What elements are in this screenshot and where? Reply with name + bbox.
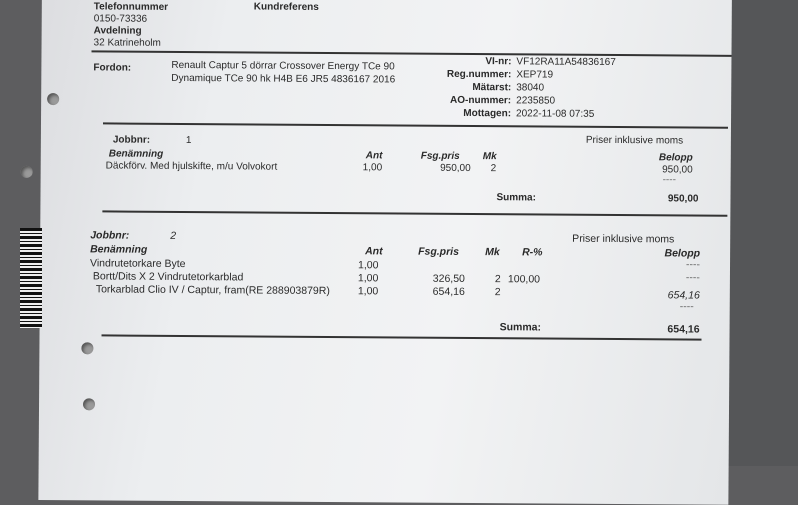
phone-value: 0150-73336: [94, 13, 147, 24]
background-fabric: [728, 0, 798, 466]
punch-hole: [83, 398, 95, 410]
vehicle-line1: Renault Captur 5 dörrar Crossover Energy…: [171, 60, 394, 73]
job1-number: 1: [186, 135, 192, 146]
job1-sum-label: Summa:: [496, 192, 536, 203]
col-discount: R-%: [522, 246, 543, 258]
job2-number: 2: [170, 230, 176, 242]
barcode: [20, 228, 42, 328]
job1-label: Jobbnr:: [113, 134, 150, 145]
job2-dash: ----: [680, 300, 694, 312]
vehicle-label: Fordon:: [93, 62, 131, 73]
receipt-paper: Telefonnummer Kundreferens 0150-73336 Av…: [38, 0, 732, 505]
col-qty: Ant: [366, 150, 383, 161]
reference-label: Kundreferens: [254, 1, 319, 12]
phone-label: Telefonnummer: [94, 1, 168, 13]
col-qty: Ant: [365, 245, 383, 257]
divider: [102, 334, 702, 340]
col-name: Benämning: [90, 243, 147, 255]
job1-note: Priser inklusive moms: [586, 135, 683, 147]
divider: [103, 122, 728, 128]
punch-hole: [21, 166, 33, 178]
punch-hole: [81, 342, 93, 354]
job2-sum-label: Summa:: [500, 321, 542, 333]
department-label: Avdelning: [94, 25, 142, 36]
col-name: Benämning: [109, 148, 164, 159]
col-price: Fsg.pris: [421, 151, 460, 162]
col-amount: Belopp: [641, 152, 693, 163]
department-value: 32 Katrineholm: [94, 37, 161, 48]
job2-note: Priser inklusive moms: [572, 233, 674, 246]
vehicle-line2: Dynamique TCe 90 hk H4B E6 JR5 4836167 2…: [171, 73, 395, 86]
job1-dash: ----: [663, 174, 676, 185]
col-mk: Mk: [483, 151, 497, 162]
col-price: Fsg.pris: [418, 246, 459, 258]
job2-label: Jobbnr:: [90, 229, 129, 241]
job2-sum: 654,16: [640, 323, 700, 335]
divider: [102, 210, 727, 216]
col-mk: Mk: [485, 246, 500, 258]
punch-hole: [47, 93, 59, 105]
job1-sum: 950,00: [640, 193, 698, 204]
